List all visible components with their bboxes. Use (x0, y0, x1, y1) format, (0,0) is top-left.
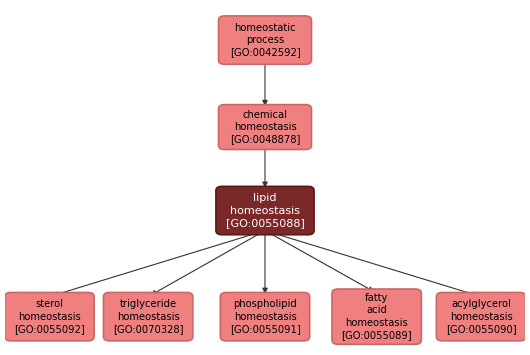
FancyBboxPatch shape (436, 293, 526, 341)
Text: homeostatic
process
[GO:0042592]: homeostatic process [GO:0042592] (229, 23, 301, 58)
Text: phospholipid
homeostasis
[GO:0055091]: phospholipid homeostasis [GO:0055091] (229, 299, 301, 334)
FancyBboxPatch shape (218, 105, 312, 149)
Text: lipid
homeostasis
[GO:0055088]: lipid homeostasis [GO:0055088] (226, 193, 304, 228)
Text: acylglycerol
homeostasis
[GO:0055090]: acylglycerol homeostasis [GO:0055090] (446, 299, 516, 334)
FancyBboxPatch shape (5, 293, 94, 341)
Text: sterol
homeostasis
[GO:0055092]: sterol homeostasis [GO:0055092] (14, 299, 85, 334)
FancyBboxPatch shape (220, 293, 310, 341)
Text: triglyceride
homeostasis
[GO:0070328]: triglyceride homeostasis [GO:0070328] (113, 299, 183, 334)
FancyBboxPatch shape (218, 16, 312, 64)
Text: fatty
acid
homeostasis
[GO:0055089]: fatty acid homeostasis [GO:0055089] (341, 293, 412, 340)
Text: chemical
homeostasis
[GO:0048878]: chemical homeostasis [GO:0048878] (230, 110, 300, 144)
FancyBboxPatch shape (332, 289, 421, 344)
FancyBboxPatch shape (216, 186, 314, 235)
FancyBboxPatch shape (103, 293, 193, 341)
